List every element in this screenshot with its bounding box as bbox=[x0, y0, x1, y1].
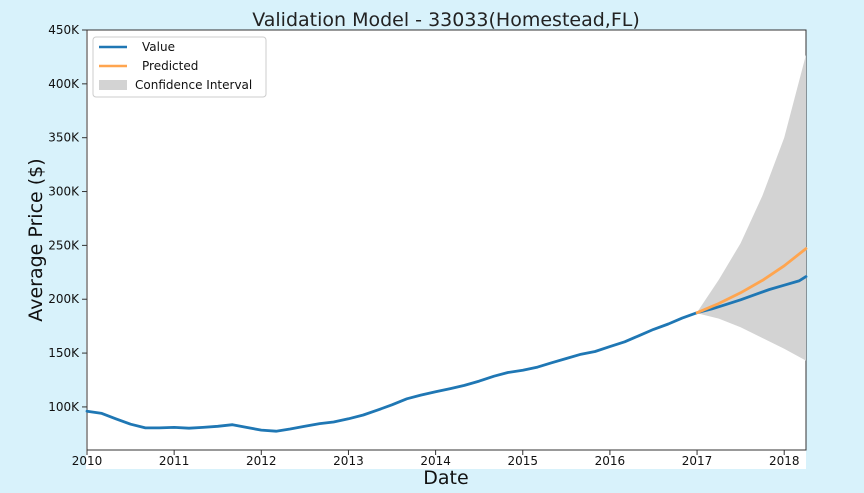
chart-title: Validation Model - 33033(Homestead,FL) bbox=[252, 9, 640, 31]
y-axis: 100K 150K 200K 250K 300K 350K 400K 450K bbox=[48, 23, 87, 414]
series-layer bbox=[85, 247, 808, 433]
background-left bbox=[0, 0, 86, 493]
x-tick-label: 2018 bbox=[769, 454, 800, 468]
background-bottom bbox=[0, 469, 864, 493]
legend-ci-swatch bbox=[99, 80, 127, 90]
x-tick-label: 2013 bbox=[333, 454, 364, 468]
y-tick-label: 150K bbox=[48, 346, 80, 360]
legend-ci-label: Confidence Interval bbox=[135, 78, 252, 92]
x-tick-label: 2010 bbox=[72, 454, 103, 468]
y-tick-label: 400K bbox=[48, 77, 80, 91]
x-tick-label: 2015 bbox=[507, 454, 538, 468]
legend-predicted-label: Predicted bbox=[142, 59, 198, 73]
background-top bbox=[0, 0, 864, 30]
y-tick-label: 100K bbox=[48, 400, 80, 414]
x-axis: 2010 2011 2012 2013 2014 2015 2016 2017 2018 bbox=[72, 450, 800, 468]
y-axis-title: Average Price ($) bbox=[25, 158, 47, 321]
x-axis-title: Date bbox=[423, 467, 468, 489]
y-tick-label: 450K bbox=[48, 23, 80, 37]
series-line-predicted bbox=[695, 247, 808, 315]
x-tick-label: 2011 bbox=[159, 454, 190, 468]
confidence-interval-band bbox=[697, 54, 806, 361]
y-tick-label: 200K bbox=[48, 292, 80, 306]
y-tick-label: 300K bbox=[48, 185, 80, 199]
y-tick-label: 250K bbox=[48, 238, 80, 252]
x-tick-label: 2014 bbox=[420, 454, 451, 468]
legend-value-label: Value bbox=[142, 40, 175, 54]
x-tick-label: 2017 bbox=[682, 454, 713, 468]
x-tick-label: 2016 bbox=[595, 454, 626, 468]
y-tick-label: 350K bbox=[48, 131, 80, 145]
legend: Value Predicted Confidence Interval bbox=[92, 36, 267, 98]
series-line-value bbox=[85, 275, 808, 433]
plot-area bbox=[86, 29, 807, 451]
x-tick-label: 2012 bbox=[246, 454, 277, 468]
background-right bbox=[806, 0, 864, 493]
confidence-interval-layer bbox=[697, 54, 806, 361]
legend-box bbox=[92, 36, 267, 98]
